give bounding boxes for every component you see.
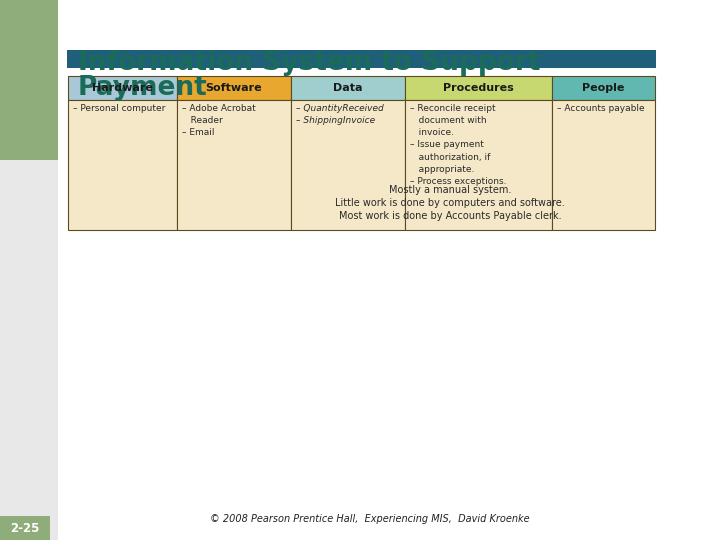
Bar [405,100,552,230]
Text: 2-25: 2-25 [10,522,40,535]
Text: People: People [582,83,624,93]
Bar [0,0,58,160]
Text: Mostly a manual system.: Mostly a manual system. [389,185,511,195]
Text: – Reconcile receipt
   document with
   invoice.
– Issue payment
   authorizatio: – Reconcile receipt document with invoic… [410,104,506,186]
Text: © 2008 Pearson Prentice Hall,  Experiencing MIS,  David Kroenke: © 2008 Pearson Prentice Hall, Experienci… [210,514,530,524]
Text: Procedures: Procedures [443,83,514,93]
Bar [552,76,655,100]
Bar [405,76,552,100]
Text: Software: Software [205,83,262,93]
Text: – Accounts payable: – Accounts payable [557,104,644,113]
Bar [68,76,176,100]
Bar [291,100,405,230]
Text: Little work is done by computers and software.: Little work is done by computers and sof… [335,198,565,208]
Text: – Personal computer: – Personal computer [73,104,166,113]
Text: Most work is done by Accounts Payable clerk.: Most work is done by Accounts Payable cl… [338,211,562,221]
Text: Hardware: Hardware [92,83,153,93]
Bar [176,100,291,230]
Text: Information System to Support: Information System to Support [78,50,541,76]
Text: Payment: Payment [78,75,208,101]
Text: – Adobe Acrobat
   Reader
– Email: – Adobe Acrobat Reader – Email [181,104,256,137]
Bar [552,100,655,230]
Text: Data: Data [333,83,363,93]
Bar [0,516,50,540]
Bar [176,76,291,100]
Polygon shape [220,150,648,180]
Bar [68,100,176,230]
Bar [291,76,405,100]
Text: – QuantityReceived
– ShippingInvoice: – QuantityReceived – ShippingInvoice [296,104,384,125]
Bar [0,160,58,540]
Bar [67,50,656,68]
